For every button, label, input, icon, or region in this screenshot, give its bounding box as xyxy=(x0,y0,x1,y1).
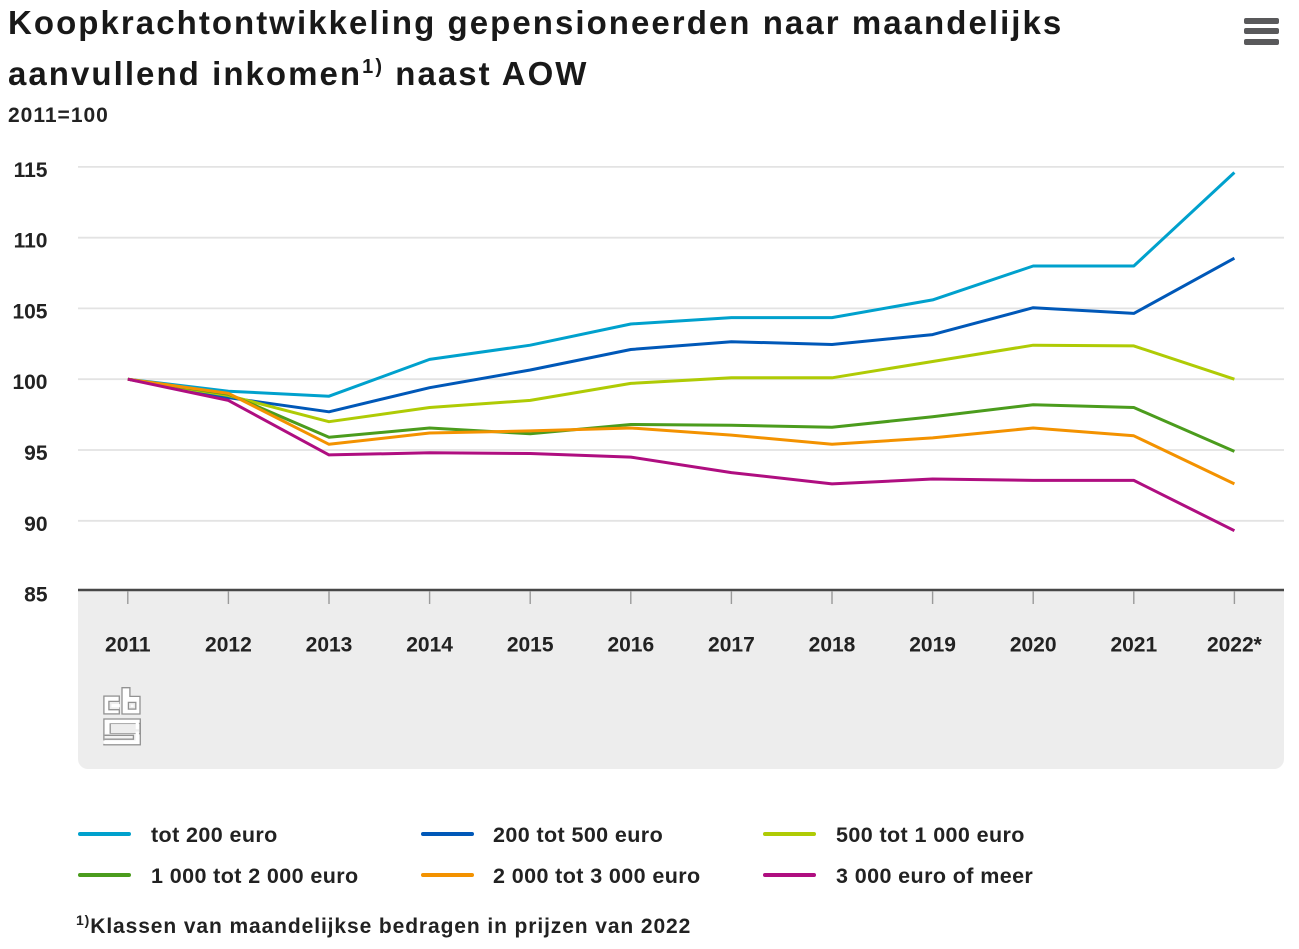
svg-text:95: 95 xyxy=(24,442,48,465)
svg-text:2015: 2015 xyxy=(507,634,554,657)
svg-text:85: 85 xyxy=(24,584,48,607)
svg-text:2018: 2018 xyxy=(809,634,856,657)
svg-text:2022*: 2022* xyxy=(1207,634,1263,657)
svg-text:2020: 2020 xyxy=(1010,634,1057,657)
svg-text:2017: 2017 xyxy=(708,634,755,657)
svg-text:2019: 2019 xyxy=(909,634,956,657)
svg-text:2012: 2012 xyxy=(205,634,252,657)
svg-text:2011: 2011 xyxy=(105,634,151,657)
svg-text:2016: 2016 xyxy=(607,634,654,657)
svg-text:2013: 2013 xyxy=(306,634,353,657)
svg-text:90: 90 xyxy=(24,513,47,536)
svg-text:105: 105 xyxy=(12,300,47,323)
svg-text:115: 115 xyxy=(14,159,48,182)
svg-text:2021: 2021 xyxy=(1110,634,1157,657)
svg-text:110: 110 xyxy=(14,230,48,253)
svg-text:100: 100 xyxy=(12,371,47,394)
svg-text:2014: 2014 xyxy=(406,634,453,657)
